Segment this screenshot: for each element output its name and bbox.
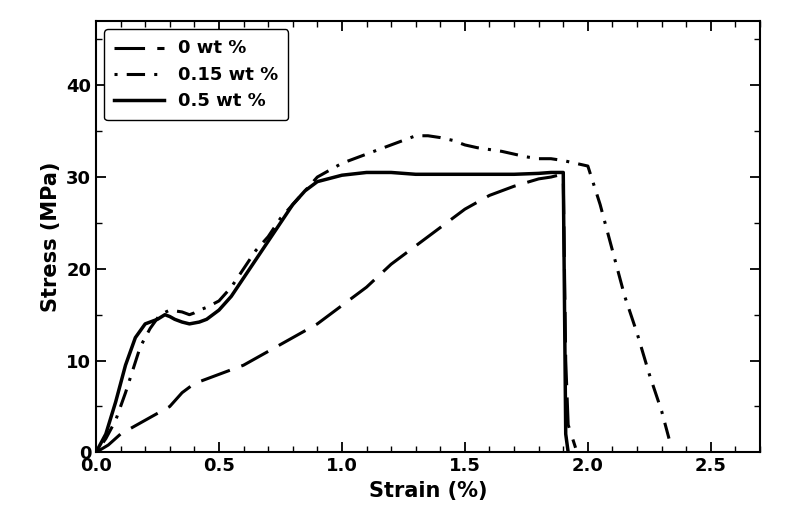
X-axis label: Strain (%): Strain (%) [369,481,487,501]
Y-axis label: Stress (MPa): Stress (MPa) [41,161,61,312]
Legend: 0 wt %, 0.15 wt %, 0.5 wt %: 0 wt %, 0.15 wt %, 0.5 wt % [104,29,288,120]
